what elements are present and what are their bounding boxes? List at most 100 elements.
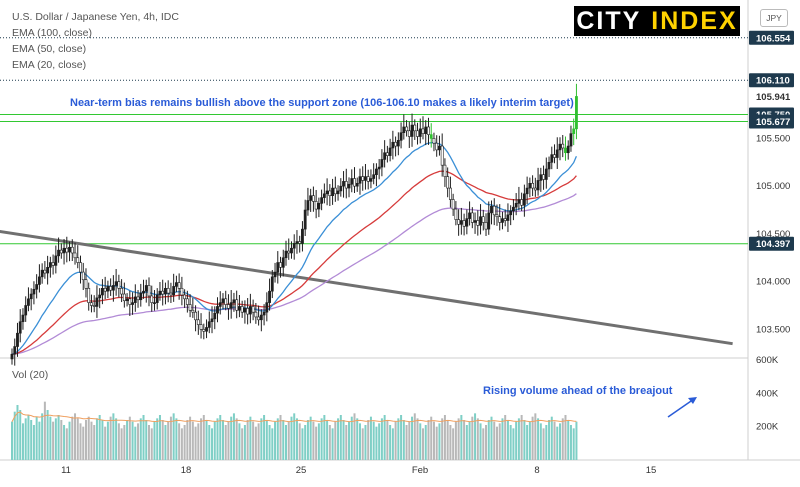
candle	[468, 201, 471, 226]
candle	[51, 254, 55, 275]
candle	[101, 279, 104, 305]
volume-bar	[345, 425, 348, 460]
volume-bar	[474, 413, 477, 460]
candle	[251, 299, 255, 321]
candle-body	[114, 281, 118, 286]
candle-body	[495, 214, 499, 218]
currency-button[interactable]: JPY	[760, 9, 788, 27]
volume-bar	[358, 423, 361, 460]
candle-body	[520, 199, 524, 206]
candle	[383, 140, 387, 168]
volume-bar	[257, 423, 260, 460]
candle-body	[268, 290, 271, 303]
volume-bar	[353, 413, 356, 460]
volume-tick-label: 200K	[756, 422, 779, 433]
candle-body	[279, 262, 282, 268]
candle	[353, 167, 356, 194]
candle	[476, 210, 480, 236]
volume-bar	[93, 425, 96, 460]
ema20-line	[11, 142, 577, 355]
candle	[153, 290, 156, 311]
candle-body	[311, 195, 315, 202]
volume-bar	[271, 428, 274, 460]
candle	[344, 168, 348, 199]
volume-bar	[312, 421, 315, 460]
candle	[221, 293, 225, 310]
volume-bar	[191, 421, 194, 460]
candle-body	[287, 250, 291, 254]
volume-bar	[158, 415, 161, 460]
candle	[451, 193, 455, 216]
volume-bar	[323, 415, 326, 460]
volume-bar	[517, 418, 520, 460]
volume-bars[interactable]	[11, 401, 578, 460]
candle	[114, 269, 118, 296]
candle	[509, 205, 513, 226]
candle-body	[325, 190, 329, 195]
candle-body	[68, 246, 71, 253]
candle-body	[125, 298, 129, 302]
candle-body	[51, 262, 55, 266]
candle	[59, 243, 63, 259]
badge-label: 105.677	[756, 117, 790, 128]
volume-bar	[13, 411, 16, 460]
candle	[224, 290, 228, 311]
volume-bar	[512, 428, 515, 460]
time-axis[interactable]: 11 18 25 Feb 8 15	[61, 465, 656, 476]
volume-bar	[435, 426, 438, 460]
trend-line[interactable]	[0, 229, 733, 346]
candle-body	[142, 290, 145, 294]
candle	[73, 242, 77, 265]
volume-bar	[298, 423, 301, 460]
volume-bar	[150, 428, 153, 460]
candle	[550, 146, 554, 170]
volume-bar	[145, 420, 148, 460]
price-badge: 105.941	[756, 92, 791, 103]
candle-body	[558, 143, 562, 151]
candle-body	[564, 147, 567, 154]
volume-bar	[41, 413, 44, 460]
volume-bar	[109, 416, 112, 460]
candle-body	[240, 306, 244, 313]
volume-bar	[572, 428, 575, 460]
price-axis[interactable]: 103.500 104.000 104.500 105.000 105.500 600K 4…	[749, 30, 794, 433]
candle	[317, 197, 321, 218]
volume-bar	[249, 416, 252, 460]
candle-body	[377, 166, 381, 170]
volume-ma-line	[11, 411, 577, 423]
candle	[396, 132, 400, 156]
volume-bar	[476, 418, 479, 460]
price-candles[interactable]	[10, 83, 578, 366]
candle-body	[164, 288, 167, 295]
volume-bar	[200, 418, 203, 460]
candle-body	[322, 193, 326, 198]
candle-body	[131, 302, 134, 305]
candle	[418, 118, 422, 144]
candle	[459, 207, 463, 235]
candle-body	[435, 142, 439, 151]
volume-bar	[528, 421, 531, 460]
candle-body	[292, 243, 296, 249]
candle-body	[92, 305, 96, 307]
candle-body	[18, 321, 22, 334]
volume-bar	[153, 421, 156, 460]
candle	[575, 83, 578, 140]
ema20-legend: EMA (20, close)	[12, 59, 86, 71]
candle	[216, 297, 219, 323]
candle	[144, 279, 148, 303]
candle-body	[172, 286, 176, 296]
candle-body	[473, 220, 477, 223]
candle-body	[339, 185, 343, 192]
candle-body	[150, 295, 154, 303]
volume-bar	[290, 416, 293, 460]
candle	[202, 323, 206, 340]
candle	[531, 175, 535, 197]
volume-tick-label: 400K	[756, 388, 779, 399]
candle	[322, 183, 326, 204]
volume-bar	[432, 421, 435, 460]
volume-bar	[254, 426, 257, 460]
candle-body	[575, 96, 578, 130]
candle	[375, 163, 378, 187]
volume-bar	[556, 426, 559, 460]
